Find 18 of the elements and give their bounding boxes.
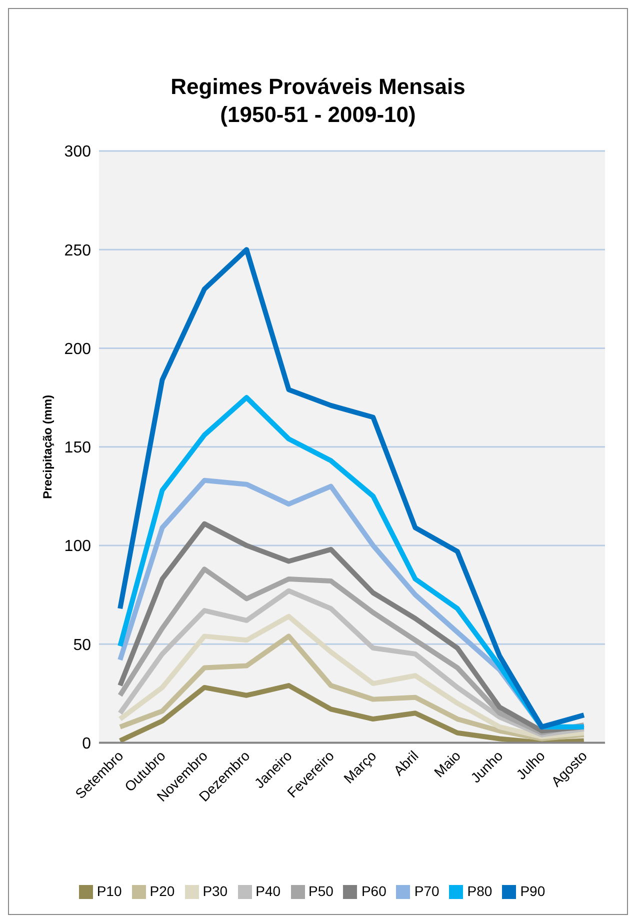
y-tick-label: 100	[64, 538, 92, 556]
y-tick-label: 50	[73, 636, 92, 654]
legend-label: P70	[414, 882, 440, 899]
y-tick-label: 0	[82, 735, 92, 752]
y-axis-title: Precipitação (mm)	[40, 394, 54, 499]
legend-label: P20	[150, 882, 175, 899]
legend-label: P40	[256, 882, 281, 899]
y-tick-label: 150	[64, 440, 92, 457]
legend-label: P30	[202, 882, 228, 899]
legend-label: P10	[96, 882, 122, 899]
y-tick-label: 250	[64, 242, 92, 260]
legend-label: P60	[361, 882, 386, 899]
legend-label: P50	[308, 882, 334, 899]
y-tick-label: 200	[64, 340, 92, 358]
y-tick-label: 300	[64, 144, 92, 161]
legend-label: P90	[520, 882, 546, 899]
legend-label: P80	[467, 882, 492, 899]
chart-title: Regimes Prováveis Mensais (1950-51 - 2009-10)	[170, 73, 466, 129]
